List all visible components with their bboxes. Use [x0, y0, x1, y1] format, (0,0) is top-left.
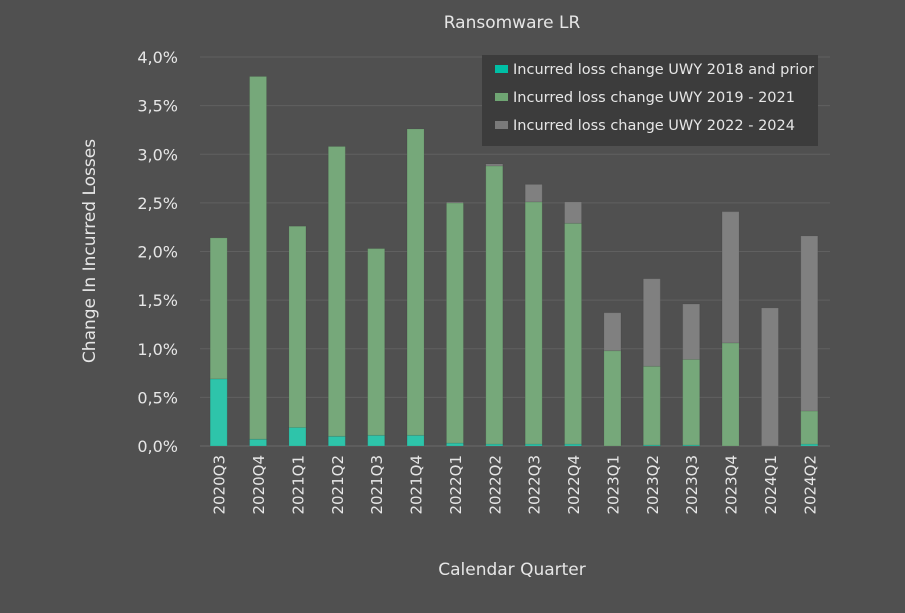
y-tick-label: 1,0%: [137, 340, 178, 359]
bar-segment-3: [564, 201, 583, 224]
x-tick-label: 2022Q1: [447, 455, 465, 515]
y-tick-label: 4,0%: [137, 48, 178, 67]
x-tick-label: 2024Q1: [762, 455, 780, 515]
bar-segment-3: [524, 183, 543, 203]
y-tick-label: 3,0%: [137, 145, 178, 164]
bar-segment-3: [800, 235, 819, 412]
bar-segment-3: [603, 312, 622, 352]
bar-segment-2: [603, 350, 622, 447]
y-tick-label: 0,5%: [137, 388, 178, 407]
bar-segment-2: [800, 410, 819, 445]
x-tick-label: 2022Q2: [486, 455, 504, 515]
bar-segment-2: [524, 201, 543, 445]
x-tick-labels: 2020Q3 2020Q4 2021Q1 2021Q2 2021Q3 2021Q4 2022…: [211, 455, 820, 515]
x-tick-label: 2023Q4: [723, 455, 741, 515]
y-tick-labels: 0,0% 0,5% 1,0% 1,5% 2,0% 2,5% 3,0% 3,5% 4,0%: [137, 48, 178, 456]
legend-label-1: Incurred loss change UWY 2018 and prior: [513, 62, 814, 78]
x-tick-label: 2023Q2: [644, 455, 662, 515]
bar-segment-2: [209, 237, 228, 380]
bars: [209, 75, 819, 447]
bar-segment-2: [682, 358, 701, 446]
bar-segment-3: [682, 303, 701, 360]
bar-segment-1: [209, 378, 228, 447]
x-tick-label: 2020Q4: [250, 455, 268, 515]
bar-segment-2: [485, 165, 504, 445]
bar-segment-2: [445, 202, 464, 444]
bar-segment-1: [367, 434, 386, 447]
x-tick-label: 2020Q3: [211, 455, 229, 515]
bar-segment-2: [642, 365, 661, 446]
legend-label-3: Incurred loss change UWY 2022 - 2024: [513, 118, 795, 134]
y-tick-label: 1,5%: [137, 291, 178, 310]
bar-segment-2: [288, 225, 307, 429]
legend-swatch-1: [495, 65, 508, 73]
legend-swatch-2: [495, 93, 508, 101]
bar-segment-2: [327, 145, 346, 437]
bar-segment-2: [249, 75, 268, 440]
bar-segment-2: [564, 222, 583, 445]
bar-segment-1: [288, 427, 307, 447]
x-tick-label: 2024Q2: [801, 455, 819, 515]
y-axis-label: Change In Incurred Losses: [80, 139, 100, 363]
legend: Incurred loss change UWY 2018 and prior I…: [482, 55, 818, 146]
bar-segment-2: [721, 342, 740, 447]
y-tick-label: 3,5%: [137, 97, 178, 116]
bar-segment-3: [445, 201, 464, 204]
bar-segment-2: [406, 128, 425, 436]
bar-segment-1: [327, 435, 346, 447]
x-tick-label: 2021Q3: [368, 455, 386, 515]
bar-segment-2: [367, 248, 386, 436]
bar-segment-1: [249, 438, 268, 447]
bar-segment-3: [642, 278, 661, 367]
x-tick-label: 2021Q2: [329, 455, 347, 515]
x-axis-label: Calendar Quarter: [438, 560, 586, 580]
legend-swatch-3: [495, 121, 508, 129]
y-tick-label: 0,0%: [137, 437, 178, 456]
bar-segment-3: [721, 211, 740, 344]
x-tick-label: 2022Q4: [565, 455, 583, 515]
y-tick-label: 2,5%: [137, 194, 178, 213]
bar-segment-1: [406, 434, 425, 447]
x-tick-label: 2021Q4: [408, 455, 426, 515]
x-tick-label: 2023Q1: [604, 455, 622, 515]
x-tick-label: 2023Q3: [683, 455, 701, 515]
x-tick-label: 2021Q1: [289, 455, 307, 515]
legend-background: [482, 55, 818, 146]
bar-segment-3: [760, 307, 779, 447]
x-tick-label: 2022Q3: [526, 455, 544, 515]
chart-title: Ransomware LR: [444, 13, 581, 33]
legend-label-2: Incurred loss change UWY 2019 - 2021: [513, 90, 795, 106]
y-tick-label: 2,0%: [137, 243, 178, 262]
bar-segment-3: [485, 163, 504, 167]
